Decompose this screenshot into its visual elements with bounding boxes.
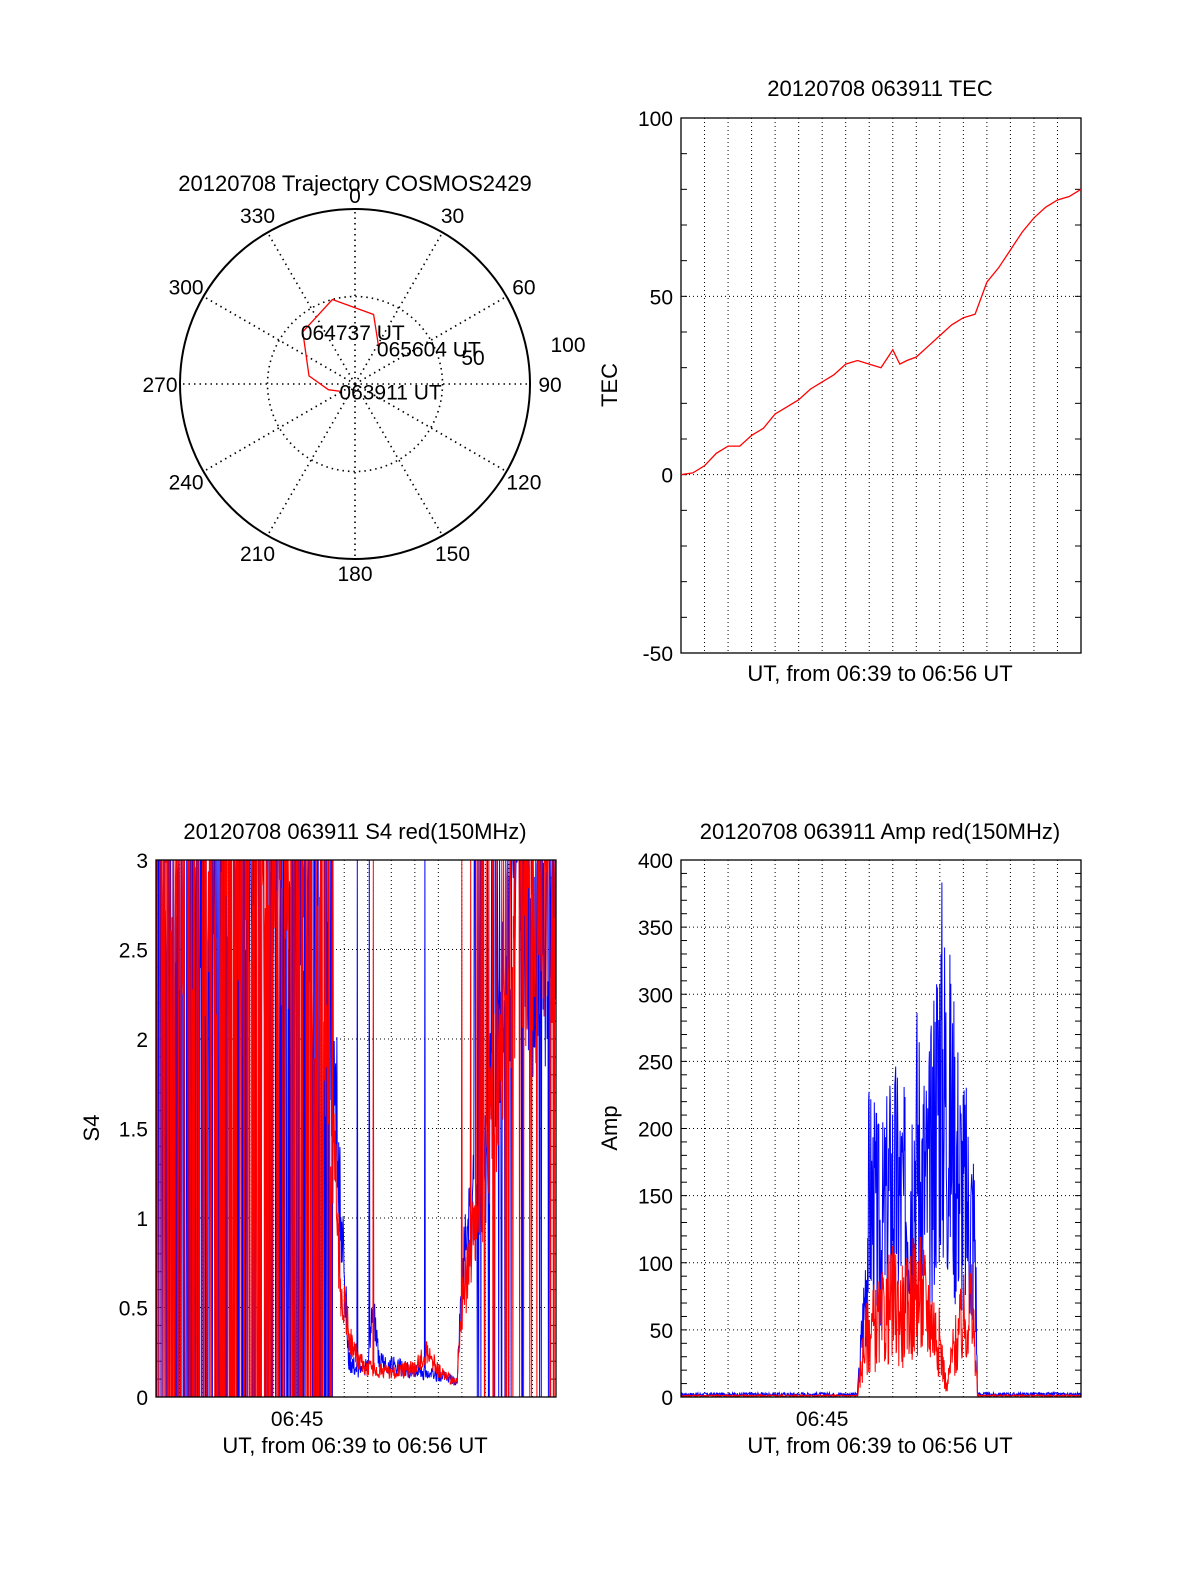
polar-radial-label-50: 50 [461, 347, 484, 370]
polar-spoke-330 [266, 232, 356, 385]
s4-y-tick-labels: 0 0.5 1 1.5 2 2.5 3 [119, 850, 148, 1410]
polar-azimuth-label-60: 60 [512, 277, 535, 300]
tec-chart-title: 20120708 063911 TEC [767, 76, 993, 101]
polar-azimuth-label-240: 240 [169, 472, 204, 495]
y-tick-label: 200 [638, 1119, 673, 1142]
amp-chart: 20120708 063911 Amp red(150MHz) 0 50 100 15… [597, 819, 1082, 1458]
y-tick-label: -50 [643, 643, 673, 666]
y-tick-label: 50 [650, 1320, 673, 1343]
tec-chart: 20120708 063911 TEC -50 0 50 100 UT, from 0… [597, 76, 1082, 686]
series-line [680, 188, 1082, 476]
y-tick-label: 0 [661, 465, 673, 488]
polar-horizon-circle [179, 208, 531, 560]
tec-x-axis-label: UT, from 06:39 to 06:56 UT [747, 661, 1012, 686]
polar-spoke-240 [203, 383, 356, 473]
polar-chart-title: 20120708 Trajectory COSMOS2429 [178, 171, 531, 196]
amp-x-axis-label: UT, from 06:39 to 06:56 UT [747, 1433, 1012, 1458]
tec-y-axis-label: TEC [597, 363, 622, 407]
y-tick-label: 100 [638, 108, 673, 131]
polar-annotation-1: 064737 UT [301, 322, 405, 345]
polar-azimuth-label-300: 300 [169, 277, 204, 300]
y-tick-label: 2.5 [119, 940, 148, 963]
series-line [680, 1236, 1082, 1399]
x-tick-label: 06:45 [796, 1408, 849, 1431]
y-tick-label: 300 [638, 984, 673, 1007]
polar-azimuth-label-120: 120 [506, 472, 541, 495]
amp-y-axis-label: Amp [597, 1105, 622, 1150]
tec-plot-frame [680, 117, 1082, 654]
polar-ring-50 [266, 295, 444, 473]
polar-annotation-0: 063911 UT [339, 382, 442, 405]
amp-series [680, 882, 1082, 1399]
y-tick-label: 0 [661, 1387, 673, 1410]
polar-annotation-2: 065604 UT [377, 339, 481, 362]
amp-x-tick-labels: 06:45 [796, 1408, 849, 1431]
polar-azimuth-label-0: 0 [349, 185, 361, 208]
s4-x-tick-labels: 06:45 [271, 1408, 324, 1431]
y-tick-label: 350 [638, 917, 673, 940]
y-tick-label: 100 [638, 1253, 673, 1276]
amp-chart-title: 20120708 063911 Amp red(150MHz) [700, 819, 1060, 844]
tec-series [680, 188, 1082, 476]
polar-trajectory-line [302, 298, 380, 393]
polar-azimuth-label-210: 210 [240, 543, 275, 566]
polar-azimuth-label-150: 150 [435, 543, 470, 566]
y-tick-label: 1.5 [119, 1119, 148, 1142]
s4-chart-title: 20120708 063911 S4 red(150MHz) [183, 819, 526, 844]
s4-plot-frame [155, 859, 557, 1398]
polar-azimuth-label-270: 270 [142, 374, 177, 397]
y-tick-label: 0 [136, 1387, 148, 1410]
s4-y-axis-label: S4 [79, 1115, 104, 1142]
polar-grid [180, 209, 530, 559]
y-tick-label: 2 [136, 1029, 148, 1052]
polar-azimuth-label-180: 180 [337, 563, 372, 586]
polar-spoke-150 [354, 383, 444, 536]
amp-plot-frame [680, 859, 1082, 1398]
y-tick-label: 150 [638, 1186, 673, 1209]
tec-grid [681, 117, 1081, 654]
amp-y-tick-labels: 0 50 100 150 200 250 300 350 400 [638, 850, 673, 1410]
polar-radial-label-100: 100 [550, 334, 585, 357]
s4-x-axis-label: UT, from 06:39 to 06:56 UT [222, 1433, 487, 1458]
y-tick-label: 3 [136, 850, 148, 873]
s4-chart: 20120708 063911 S4 red(150MHz) 0 0.5 1 1.5 2… [79, 819, 557, 1458]
y-tick-label: 1 [136, 1208, 148, 1231]
polar-azimuth-label-30: 30 [441, 205, 464, 228]
y-tick-label: 0.5 [119, 1298, 148, 1321]
polar-trajectory-series [302, 298, 380, 393]
tec-y-tick-labels: -50 0 50 100 [638, 108, 673, 666]
y-tick-label: 50 [650, 286, 673, 309]
polar-chart: 20120708 Trajectory COSMOS2429 0 30 60 90 12… [142, 171, 585, 586]
polar-spoke-210 [266, 383, 356, 536]
y-tick-label: 250 [638, 1051, 673, 1074]
polar-azimuth-label-330: 330 [240, 205, 275, 228]
y-tick-label: 400 [638, 850, 673, 873]
polar-azimuth-labels: 0 30 60 90 120 150 180 210 240 270 300 330 [142, 185, 561, 586]
polar-azimuth-label-90: 90 [538, 374, 561, 397]
x-tick-label: 06:45 [271, 1408, 324, 1431]
